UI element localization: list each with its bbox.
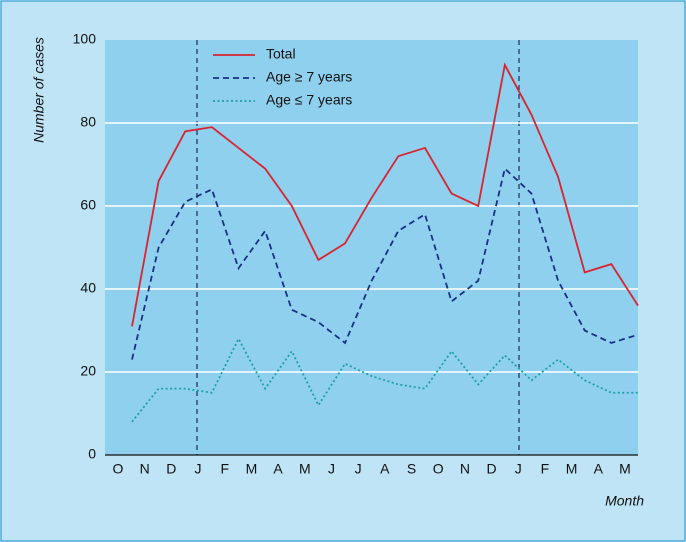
x-tick-label: F: [220, 461, 229, 477]
x-tick-label: O: [433, 461, 444, 477]
x-tick-label: O: [113, 461, 124, 477]
x-tick-label: J: [328, 461, 335, 477]
plot-area: [105, 40, 638, 455]
y-axis-label: Number of cases: [31, 37, 47, 143]
legend-label: Age ≤ 7 years: [266, 92, 352, 108]
x-tick-label: J: [195, 461, 202, 477]
x-tick-label: M: [299, 461, 311, 477]
legend-label: Age ≥ 7 years: [266, 69, 352, 85]
y-tick-label: 40: [80, 280, 96, 296]
y-tick-label: 60: [80, 197, 96, 213]
x-tick-label: D: [487, 461, 497, 477]
x-tick-label: A: [594, 461, 604, 477]
x-tick-label: M: [246, 461, 258, 477]
x-tick-label: N: [140, 461, 150, 477]
series-line: [131, 62, 639, 327]
y-tick-label: 100: [73, 31, 97, 47]
x-tick-label: J: [355, 461, 362, 477]
series-line: [131, 166, 639, 360]
y-tick-label: 0: [88, 446, 96, 462]
x-tick-label: M: [566, 461, 578, 477]
x-tick-label: N: [460, 461, 470, 477]
x-tick-label: D: [166, 461, 176, 477]
x-tick-label: J: [515, 461, 522, 477]
y-tick-label: 20: [80, 363, 96, 379]
legend-label: Total: [266, 46, 296, 62]
x-axis-label: Month: [605, 493, 644, 509]
y-tick-label: 80: [80, 114, 96, 130]
x-tick-label: A: [273, 461, 283, 477]
x-tick-label: M: [619, 461, 631, 477]
x-tick-label: A: [380, 461, 390, 477]
x-tick-label: F: [541, 461, 550, 477]
series-line: [131, 336, 638, 423]
x-tick-label: S: [407, 461, 416, 477]
